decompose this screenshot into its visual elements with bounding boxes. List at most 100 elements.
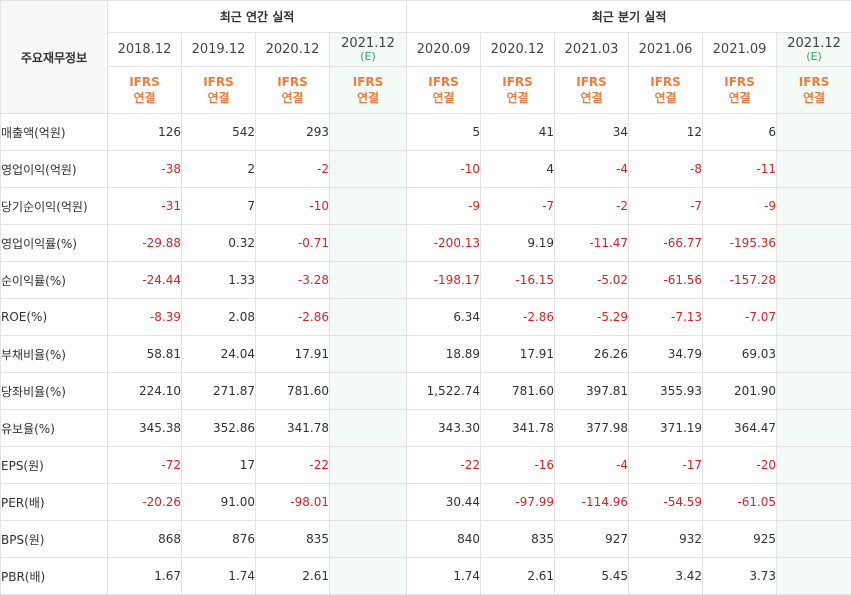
row-label: 당좌비율(%) — [1, 373, 108, 410]
table-cell: -195.36 — [703, 225, 777, 262]
table-cell — [777, 484, 851, 521]
row-label: ROE(%) — [1, 299, 108, 336]
table-cell: 271.87 — [182, 373, 256, 410]
table-cell: -29.88 — [108, 225, 182, 262]
table-cell: 4 — [481, 151, 555, 188]
table-cell — [777, 336, 851, 373]
table-cell: 364.47 — [703, 410, 777, 447]
table-cell: -5.02 — [555, 262, 629, 299]
table-cell: -22 — [407, 447, 481, 484]
table-cell: 126 — [108, 114, 182, 151]
table-cell: 6 — [703, 114, 777, 151]
table-cell: -20.26 — [108, 484, 182, 521]
table-cell: -8.39 — [108, 299, 182, 336]
standard-line2: 연결 — [256, 90, 329, 106]
table-cell: -2.86 — [481, 299, 555, 336]
period-label: 2020.12 — [491, 42, 545, 57]
period-label: 2020.12 — [266, 42, 320, 57]
table-cell: 371.19 — [629, 410, 703, 447]
annual-group-title: 최근 연간 실적 — [108, 1, 407, 33]
table-cell: 1.74 — [182, 558, 256, 595]
standard-line2: 연결 — [555, 90, 628, 106]
table-cell: 3.73 — [703, 558, 777, 595]
table-cell — [330, 447, 407, 484]
table-cell: -198.17 — [407, 262, 481, 299]
estimate-marker: (E) — [330, 50, 406, 63]
table-cell: 868 — [108, 521, 182, 558]
table-cell: 397.81 — [555, 373, 629, 410]
period-header: 2020.09 — [407, 33, 481, 67]
table-cell — [330, 521, 407, 558]
period-header: 2019.12 — [182, 33, 256, 67]
table-cell: -200.13 — [407, 225, 481, 262]
period-label: 2021.09 — [713, 42, 767, 57]
standard-line2: 연결 — [182, 90, 255, 106]
table-cell: -61.05 — [703, 484, 777, 521]
table-cell: -7 — [481, 188, 555, 225]
table-cell: 835 — [256, 521, 330, 558]
table-cell: -157.28 — [703, 262, 777, 299]
table-cell: -2 — [555, 188, 629, 225]
table-cell: 840 — [407, 521, 481, 558]
table-cell — [330, 188, 407, 225]
table-cell — [330, 151, 407, 188]
table-cell: -16.15 — [481, 262, 555, 299]
table-cell: 1.67 — [108, 558, 182, 595]
period-label: 2018.12 — [118, 42, 172, 57]
table-cell: 18.89 — [407, 336, 481, 373]
table-cell: 201.90 — [703, 373, 777, 410]
row-label: 유보율(%) — [1, 410, 108, 447]
row-label: 부채비율(%) — [1, 336, 108, 373]
standard-line1: IFRS — [777, 74, 851, 90]
table-cell: -24.44 — [108, 262, 182, 299]
table-cell: -8 — [629, 151, 703, 188]
standard-line2: 연결 — [703, 90, 776, 106]
table-cell — [777, 521, 851, 558]
table-cell: 30.44 — [407, 484, 481, 521]
table-cell — [777, 373, 851, 410]
table-cell: 69.03 — [703, 336, 777, 373]
table-cell — [777, 151, 851, 188]
corner-label: 주요재무정보 — [1, 1, 108, 114]
table-cell: 0.32 — [182, 225, 256, 262]
row-label: BPS(원) — [1, 521, 108, 558]
table-cell: 3.42 — [629, 558, 703, 595]
table-cell: 343.30 — [407, 410, 481, 447]
quarter-group-title: 최근 분기 실적 — [407, 1, 851, 33]
table-cell: -7.13 — [629, 299, 703, 336]
period-header: 2021.06 — [629, 33, 703, 67]
period-label: 2020.09 — [417, 42, 471, 57]
table-cell: 355.93 — [629, 373, 703, 410]
table-cell: 58.81 — [108, 336, 182, 373]
table-cell: -61.56 — [629, 262, 703, 299]
period-label: 2021.12 — [787, 36, 841, 51]
period-header: 2021.12(E) — [330, 33, 407, 67]
table-cell — [330, 484, 407, 521]
table-cell: 2.08 — [182, 299, 256, 336]
table-cell: 12 — [629, 114, 703, 151]
standard-line2: 연결 — [407, 90, 480, 106]
table-cell: -114.96 — [555, 484, 629, 521]
table-cell: 7 — [182, 188, 256, 225]
standard-line1: IFRS — [481, 74, 554, 90]
table-cell: 224.10 — [108, 373, 182, 410]
table-cell: 41 — [481, 114, 555, 151]
table-cell — [777, 188, 851, 225]
table-cell: 2.61 — [256, 558, 330, 595]
table-cell: 876 — [182, 521, 256, 558]
table-cell: 341.78 — [256, 410, 330, 447]
standard-line2: 연결 — [330, 90, 406, 106]
table-cell: -0.71 — [256, 225, 330, 262]
